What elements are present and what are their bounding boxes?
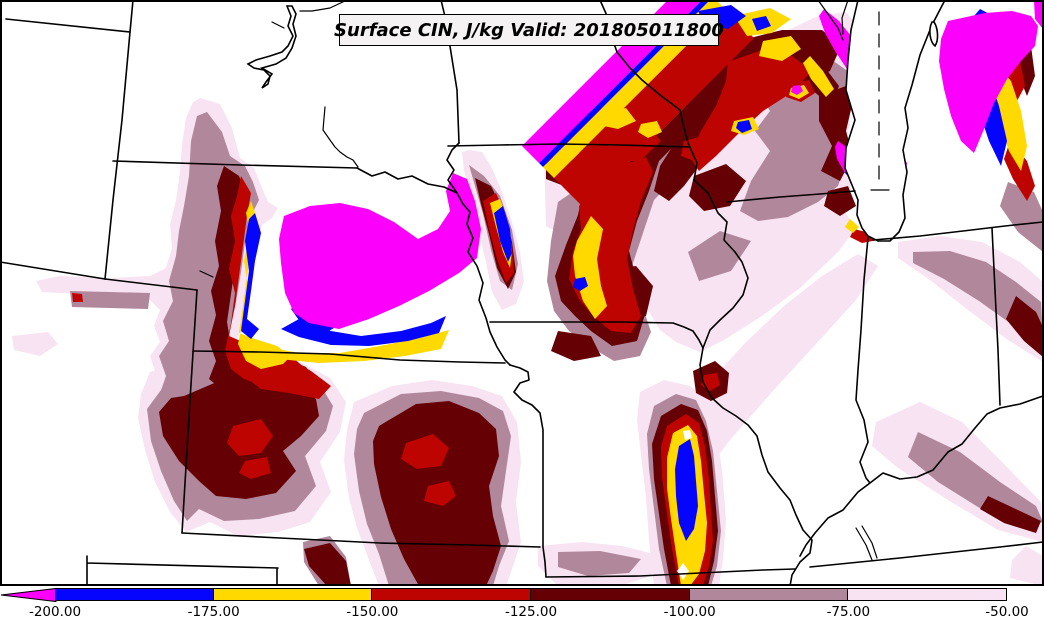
cin-contour-map	[0, 0, 1044, 586]
state-borders	[0, 0, 1044, 586]
lake-oahe	[246, 5, 297, 89]
colorbar-tick-label: -150.00	[346, 604, 399, 620]
colorbar-segment	[848, 588, 1007, 601]
small-michigan-lake	[929, 21, 939, 48]
lakes	[246, 0, 946, 242]
colorbar-segment	[531, 588, 690, 601]
colorbar-tick-label: -200.00	[28, 604, 82, 620]
colorbar: -200.00 -175.00 -150.00 -125.00 -100.00 …	[0, 587, 1044, 633]
colorbar-segment	[213, 588, 373, 601]
colorbar-tick-label: -175.00	[187, 604, 240, 620]
title-box: Surface CIN, J/kg Valid: 201805011800	[334, 14, 724, 46]
colorbar-tick-label: -125.00	[504, 604, 558, 620]
colorbar-segment	[55, 588, 214, 601]
map-frame	[0, 0, 1044, 586]
colorbar-segment	[372, 588, 531, 601]
green-bay-shore	[817, 0, 844, 41]
lake-michigan	[844, 0, 946, 242]
colorbar-tick-label: -100.00	[663, 604, 716, 620]
colorbar-tick-label: -50.00	[985, 604, 1029, 620]
colorbar-left-arrow	[0, 587, 57, 603]
colorbar-tick-label: -75.00	[826, 604, 871, 620]
colorbar-segment	[689, 588, 849, 601]
map-title: Surface CIN, J/kg Valid: 201805011800	[334, 19, 724, 41]
